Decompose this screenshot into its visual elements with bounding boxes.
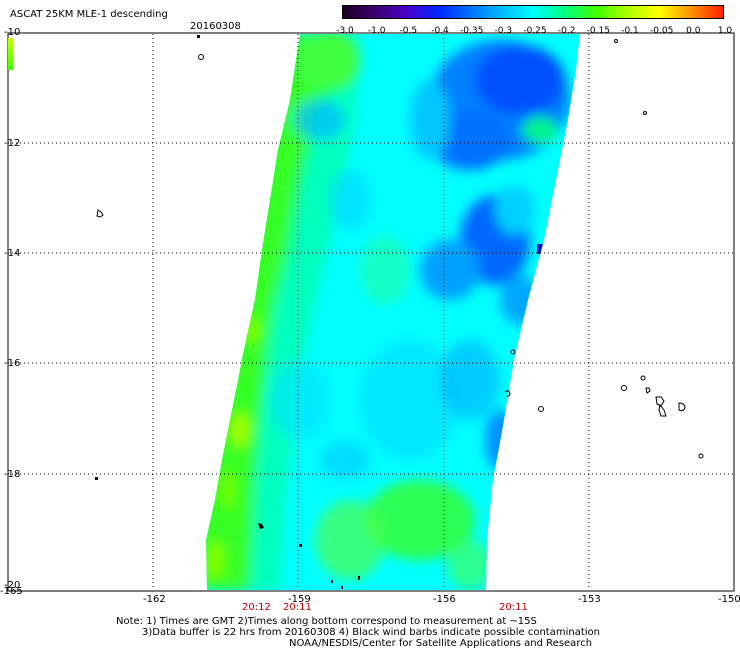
note-line-1: Note: 1) Times are GMT 2)Times along bot… — [116, 616, 537, 627]
colorbar-label-4: -0.35 — [460, 26, 484, 36]
lat-label-3: -16 — [4, 358, 21, 369]
note-line-3: NOAA/NESDIS/Center for Satellite Applica… — [289, 638, 593, 649]
coastlines — [96, 39, 704, 459]
colorbar-label-9: -0.1 — [621, 26, 639, 36]
note-line-2: 3)Data buffer is 22 hrs from 20160308 4)… — [142, 627, 600, 638]
colorbar-label-1: -1.0 — [367, 26, 386, 36]
lat-label-1: -12 — [4, 138, 21, 149]
time-label-0: 20:12 — [242, 602, 271, 613]
lat-label-4: -18 — [4, 469, 21, 480]
colorbar-label-6: -0.25 — [523, 26, 547, 36]
map-frame — [7, 32, 735, 592]
colorbar-label-3: -0.4 — [431, 26, 449, 36]
lat-label-0: -10 — [4, 27, 21, 38]
colorbar-label-11: 0.0 — [686, 26, 701, 36]
map-date: 20160308 — [190, 21, 241, 32]
map-title: ASCAT 25KM MLE-1 descending — [10, 9, 168, 20]
time-label-2: 20:11 — [499, 602, 528, 613]
colorbar-label-5: -0.3 — [494, 26, 513, 36]
lon-label-3: -156 — [433, 594, 456, 605]
lat-label-5: -20 — [4, 580, 21, 591]
lat-label-2: -14 — [4, 248, 21, 259]
legend-chip — [8, 38, 13, 70]
wind-swath — [206, 34, 580, 590]
colorbar-label-0: -3.0 — [336, 26, 354, 36]
colorbar-label-2: -0.5 — [399, 26, 418, 36]
colorbar — [342, 5, 724, 19]
colorbar-labels: -3.0 -1.0 -0.5 -0.4 -0.35 -0.3 -0.25 -0.2 -0.15 -… — [335, 26, 735, 38]
small-land-marks — [95, 35, 360, 589]
colorbar-label-7: -0.2 — [557, 26, 576, 36]
lon-label-1: -162 — [143, 594, 166, 605]
lon-label-2: -159 — [288, 594, 311, 605]
grid-lines — [8, 34, 734, 590]
lon-label-4: -153 — [578, 594, 601, 605]
colorbar-label-12: 1.0 — [717, 26, 733, 36]
time-label-1: 20:11 — [283, 602, 312, 613]
colorbar-label-10: -0.05 — [650, 26, 674, 36]
lon-label-5: -150 — [718, 594, 740, 605]
colorbar-label-8: -0.15 — [586, 26, 610, 36]
lon-label-0: -165 — [0, 586, 23, 597]
